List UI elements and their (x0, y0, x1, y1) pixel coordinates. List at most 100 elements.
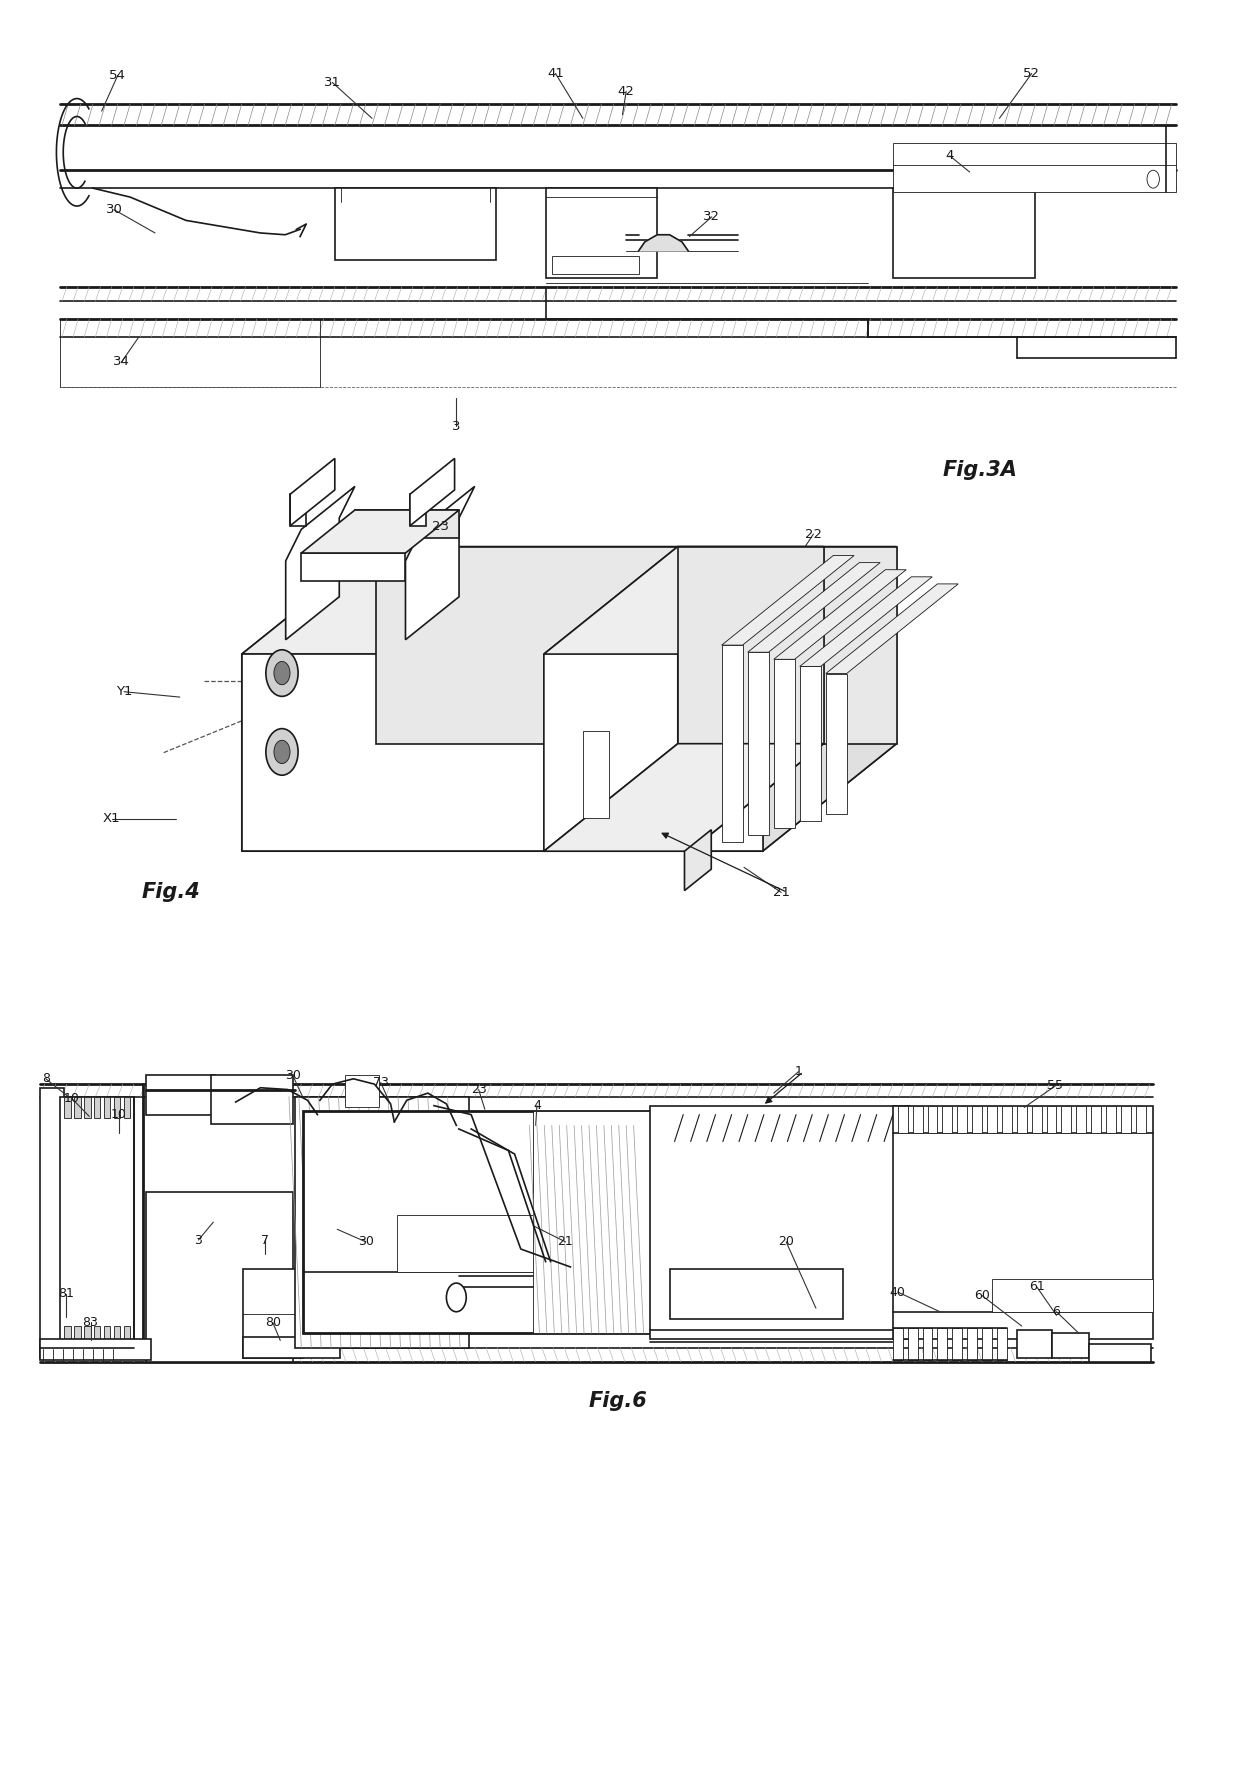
Bar (94, 1326, 100, 1348)
Polygon shape (301, 554, 405, 581)
Bar (146, 1192, 293, 1362)
Polygon shape (544, 547, 823, 654)
Text: Fig.6: Fig.6 (588, 1391, 647, 1412)
Polygon shape (290, 495, 306, 525)
Text: 20: 20 (779, 1235, 794, 1249)
Bar (104, 1326, 110, 1348)
Bar (114, 1097, 120, 1118)
Circle shape (446, 1283, 466, 1312)
Text: 10: 10 (112, 1107, 126, 1122)
Circle shape (265, 729, 298, 776)
Polygon shape (405, 486, 475, 640)
Polygon shape (242, 547, 376, 851)
Text: 80: 80 (265, 1315, 280, 1330)
Circle shape (274, 740, 290, 763)
Polygon shape (242, 744, 897, 851)
Bar (923, 1328, 932, 1360)
Text: 61: 61 (1029, 1279, 1044, 1294)
Bar (1052, 1333, 1089, 1358)
Polygon shape (748, 652, 769, 835)
Text: Fig.3A: Fig.3A (942, 459, 1017, 480)
Bar (84, 1326, 91, 1348)
Bar (243, 1269, 303, 1358)
Text: 10: 10 (64, 1091, 79, 1106)
Bar (64, 1326, 71, 1348)
Polygon shape (583, 731, 609, 817)
Polygon shape (774, 659, 795, 828)
Text: 81: 81 (58, 1287, 73, 1301)
Text: 55: 55 (1048, 1079, 1063, 1093)
Text: 40: 40 (890, 1285, 905, 1299)
Text: 42: 42 (618, 84, 635, 99)
Text: 30: 30 (358, 1235, 373, 1249)
Polygon shape (684, 830, 712, 891)
Bar (546, 188, 657, 278)
Polygon shape (290, 459, 335, 525)
Bar (893, 1106, 1153, 1339)
Bar (64, 1097, 71, 1118)
Text: 31: 31 (324, 75, 341, 90)
Text: Y1: Y1 (115, 685, 133, 699)
Bar (1121, 1106, 1131, 1133)
Text: 32: 32 (703, 210, 720, 224)
Text: Fig.4: Fig.4 (141, 882, 201, 903)
Bar (74, 1326, 81, 1348)
Bar (303, 1111, 650, 1333)
Bar (104, 1097, 110, 1118)
Bar (1061, 1106, 1071, 1133)
Bar (928, 1106, 937, 1133)
Polygon shape (763, 547, 897, 851)
Circle shape (265, 650, 298, 697)
Polygon shape (242, 547, 897, 654)
Bar (60, 1097, 134, 1348)
Text: 54: 54 (109, 68, 126, 82)
Bar (397, 1215, 546, 1272)
Bar (957, 1106, 967, 1133)
Polygon shape (722, 645, 743, 842)
Text: 21: 21 (558, 1235, 573, 1249)
Text: 23: 23 (471, 1082, 486, 1097)
Polygon shape (678, 547, 823, 744)
Bar (913, 1106, 923, 1133)
Bar (967, 1328, 977, 1360)
Bar (987, 1106, 997, 1133)
Bar (982, 1328, 992, 1360)
Bar (146, 1075, 215, 1115)
Bar (1017, 1330, 1052, 1358)
Bar (1032, 1106, 1042, 1133)
Text: 4: 4 (946, 149, 954, 163)
Polygon shape (639, 235, 688, 251)
Polygon shape (285, 486, 355, 640)
Text: 21: 21 (773, 885, 790, 900)
Text: 60: 60 (975, 1288, 990, 1303)
Text: 23: 23 (432, 520, 449, 534)
Bar (345, 1075, 379, 1107)
Bar (670, 1269, 843, 1319)
Polygon shape (544, 744, 823, 851)
Bar (40, 1339, 151, 1360)
Bar (1002, 1106, 1012, 1133)
Polygon shape (800, 577, 932, 667)
Polygon shape (544, 547, 678, 851)
Bar (1091, 1106, 1101, 1133)
Bar (40, 1088, 64, 1358)
Text: 41: 41 (547, 66, 564, 81)
Polygon shape (689, 547, 823, 851)
Text: 4: 4 (533, 1098, 541, 1113)
Text: 34: 34 (113, 355, 130, 369)
Bar (952, 1328, 962, 1360)
Text: 30: 30 (105, 202, 123, 217)
Bar (992, 1279, 1153, 1312)
Text: 3: 3 (195, 1233, 202, 1247)
Polygon shape (748, 563, 880, 652)
Polygon shape (826, 584, 959, 674)
Polygon shape (410, 459, 455, 525)
Polygon shape (410, 495, 425, 525)
Text: 1: 1 (795, 1064, 802, 1079)
Bar (94, 1097, 100, 1118)
Bar (124, 1097, 130, 1118)
Bar (124, 1326, 130, 1348)
Bar (937, 1328, 947, 1360)
Bar (1076, 1106, 1086, 1133)
Text: 83: 83 (83, 1315, 98, 1330)
